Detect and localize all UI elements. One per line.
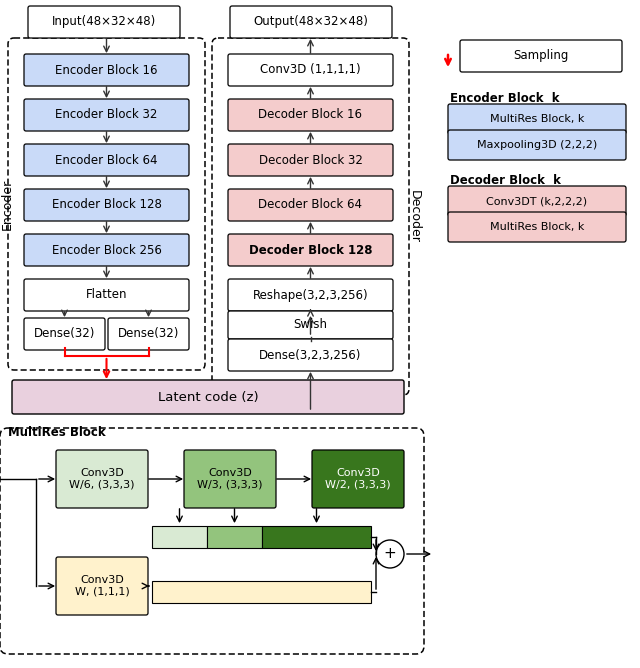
Text: Conv3D
W/3, (3,3,3): Conv3D W/3, (3,3,3) <box>197 468 263 490</box>
FancyBboxPatch shape <box>24 144 189 176</box>
Text: Reshape(3,2,3,256): Reshape(3,2,3,256) <box>253 289 368 301</box>
FancyBboxPatch shape <box>24 279 189 311</box>
Text: Conv3DT (k,2,2,2): Conv3DT (k,2,2,2) <box>486 196 588 206</box>
FancyBboxPatch shape <box>228 99 393 131</box>
FancyBboxPatch shape <box>56 450 148 508</box>
Text: Encoder Block  k: Encoder Block k <box>450 92 559 105</box>
FancyBboxPatch shape <box>448 212 626 242</box>
Text: Decoder Block 16: Decoder Block 16 <box>259 108 362 122</box>
Text: +: + <box>383 546 396 562</box>
FancyBboxPatch shape <box>24 99 189 131</box>
FancyBboxPatch shape <box>228 144 393 176</box>
Text: Conv3D
W/6, (3,3,3): Conv3D W/6, (3,3,3) <box>69 468 135 490</box>
FancyBboxPatch shape <box>228 234 393 266</box>
Text: Latent code (z): Latent code (z) <box>157 391 259 403</box>
FancyBboxPatch shape <box>228 339 393 371</box>
FancyBboxPatch shape <box>24 234 189 266</box>
FancyBboxPatch shape <box>12 380 404 414</box>
Bar <box>262 526 371 548</box>
Text: MultiRes Block, k: MultiRes Block, k <box>490 222 584 232</box>
Text: Encoder Block 64: Encoder Block 64 <box>55 154 157 166</box>
FancyBboxPatch shape <box>24 318 105 350</box>
Text: Dense(32): Dense(32) <box>118 327 179 341</box>
FancyBboxPatch shape <box>228 311 393 339</box>
Text: Conv3D
W, (1,1,1): Conv3D W, (1,1,1) <box>75 575 129 597</box>
Text: Output(48×32×48): Output(48×32×48) <box>253 15 369 29</box>
Text: Decoder Block 32: Decoder Block 32 <box>259 154 362 166</box>
Text: Dense(3,2,3,256): Dense(3,2,3,256) <box>259 349 362 361</box>
Text: Conv3D
W/2, (3,3,3): Conv3D W/2, (3,3,3) <box>325 468 391 490</box>
Text: Sampling: Sampling <box>513 49 569 63</box>
Text: Encoder Block 16: Encoder Block 16 <box>55 63 157 77</box>
FancyBboxPatch shape <box>228 189 393 221</box>
FancyBboxPatch shape <box>28 6 180 38</box>
Text: Decoder Block  k: Decoder Block k <box>450 174 561 187</box>
Text: Swish: Swish <box>294 319 328 331</box>
Text: Conv3D (1,1,1,1): Conv3D (1,1,1,1) <box>260 63 361 77</box>
Text: Decoder Block 128: Decoder Block 128 <box>249 244 372 257</box>
FancyBboxPatch shape <box>184 450 276 508</box>
Text: Maxpooling3D (2,2,2): Maxpooling3D (2,2,2) <box>477 140 597 150</box>
FancyBboxPatch shape <box>230 6 392 38</box>
FancyBboxPatch shape <box>56 557 148 615</box>
Text: Encoder: Encoder <box>1 178 13 230</box>
FancyBboxPatch shape <box>448 130 626 160</box>
Text: MultiRes Block: MultiRes Block <box>8 426 106 439</box>
Bar <box>152 526 207 548</box>
FancyBboxPatch shape <box>108 318 189 350</box>
FancyBboxPatch shape <box>460 40 622 72</box>
Text: Decoder Block 64: Decoder Block 64 <box>259 198 362 212</box>
FancyBboxPatch shape <box>24 54 189 86</box>
FancyBboxPatch shape <box>312 450 404 508</box>
Text: Flatten: Flatten <box>86 289 127 301</box>
FancyBboxPatch shape <box>228 54 393 86</box>
Text: Encoder Block 128: Encoder Block 128 <box>52 198 161 212</box>
Text: Decoder: Decoder <box>408 190 420 242</box>
Text: Encoder Block 256: Encoder Block 256 <box>52 244 161 257</box>
FancyBboxPatch shape <box>448 104 626 134</box>
Bar <box>207 526 262 548</box>
FancyBboxPatch shape <box>448 186 626 216</box>
Text: Input(48×32×48): Input(48×32×48) <box>52 15 156 29</box>
Text: Encoder Block 32: Encoder Block 32 <box>55 108 157 122</box>
FancyBboxPatch shape <box>24 189 189 221</box>
FancyBboxPatch shape <box>228 279 393 311</box>
Text: Dense(32): Dense(32) <box>34 327 95 341</box>
Bar <box>152 581 371 603</box>
Text: MultiRes Block, k: MultiRes Block, k <box>490 114 584 124</box>
